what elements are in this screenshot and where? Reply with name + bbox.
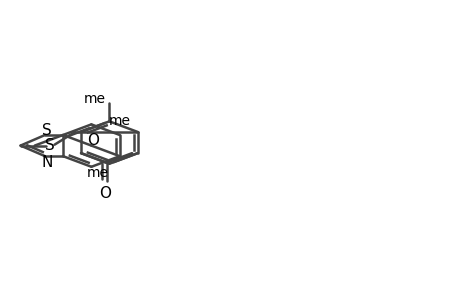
Text: S: S	[45, 138, 55, 153]
Text: O: O	[99, 186, 111, 201]
Text: me: me	[84, 92, 106, 106]
Text: me: me	[87, 166, 109, 180]
Text: O: O	[87, 134, 99, 148]
Text: N: N	[41, 155, 52, 170]
Text: me: me	[108, 115, 130, 128]
Text: S: S	[42, 123, 52, 138]
